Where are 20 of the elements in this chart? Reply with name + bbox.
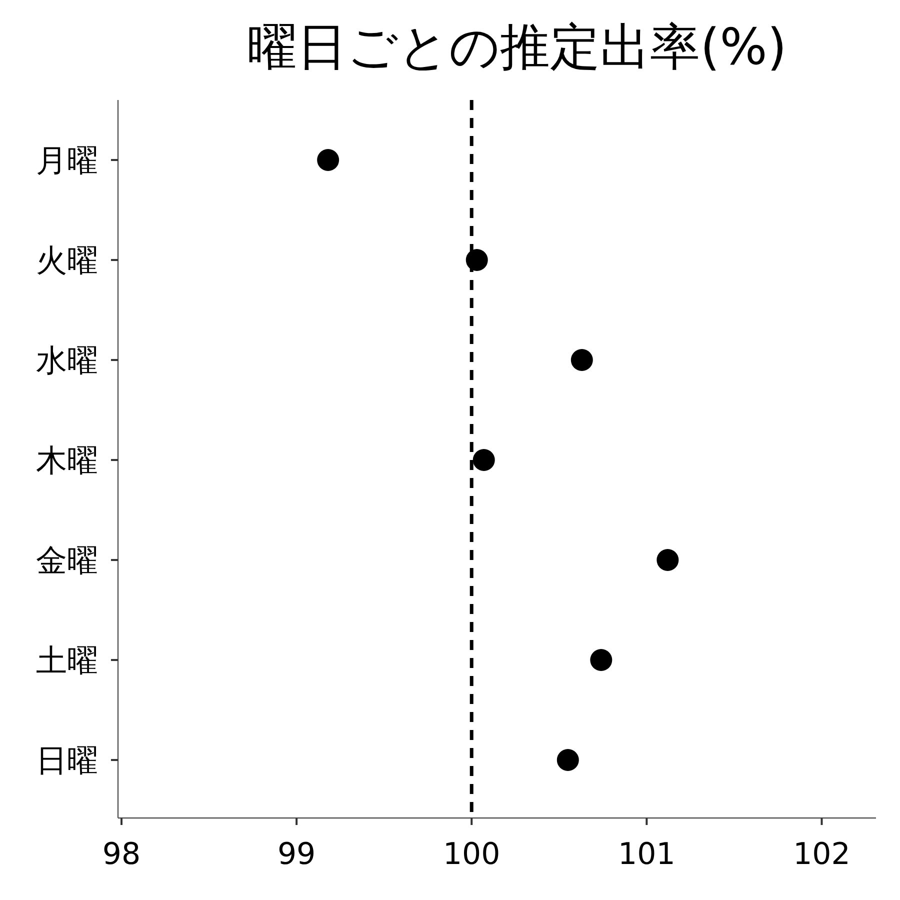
point xyxy=(556,749,579,771)
point xyxy=(317,149,340,171)
point xyxy=(656,549,679,571)
y-tick-label: 水曜 xyxy=(36,343,98,379)
y-tick-label: 月曜 xyxy=(36,143,98,179)
x-tick-label: 101 xyxy=(618,837,676,872)
point xyxy=(590,649,612,671)
x-tick-label: 100 xyxy=(442,837,500,872)
point xyxy=(466,249,488,271)
x-tick-label: 102 xyxy=(793,837,850,872)
y-tick-label: 土曜 xyxy=(36,643,98,679)
y-tick-label: 木曜 xyxy=(36,443,98,479)
x-tick-label: 98 xyxy=(102,837,141,872)
y-tick-label: 金曜 xyxy=(36,543,98,579)
y-tick-label: 火曜 xyxy=(36,243,98,279)
x-tick-label: 99 xyxy=(277,837,316,872)
y-tick-label: 日曜 xyxy=(36,743,98,779)
chart-title: 曜日ごとの推定出率(%) xyxy=(247,18,787,76)
point xyxy=(472,449,495,471)
point xyxy=(570,349,593,371)
